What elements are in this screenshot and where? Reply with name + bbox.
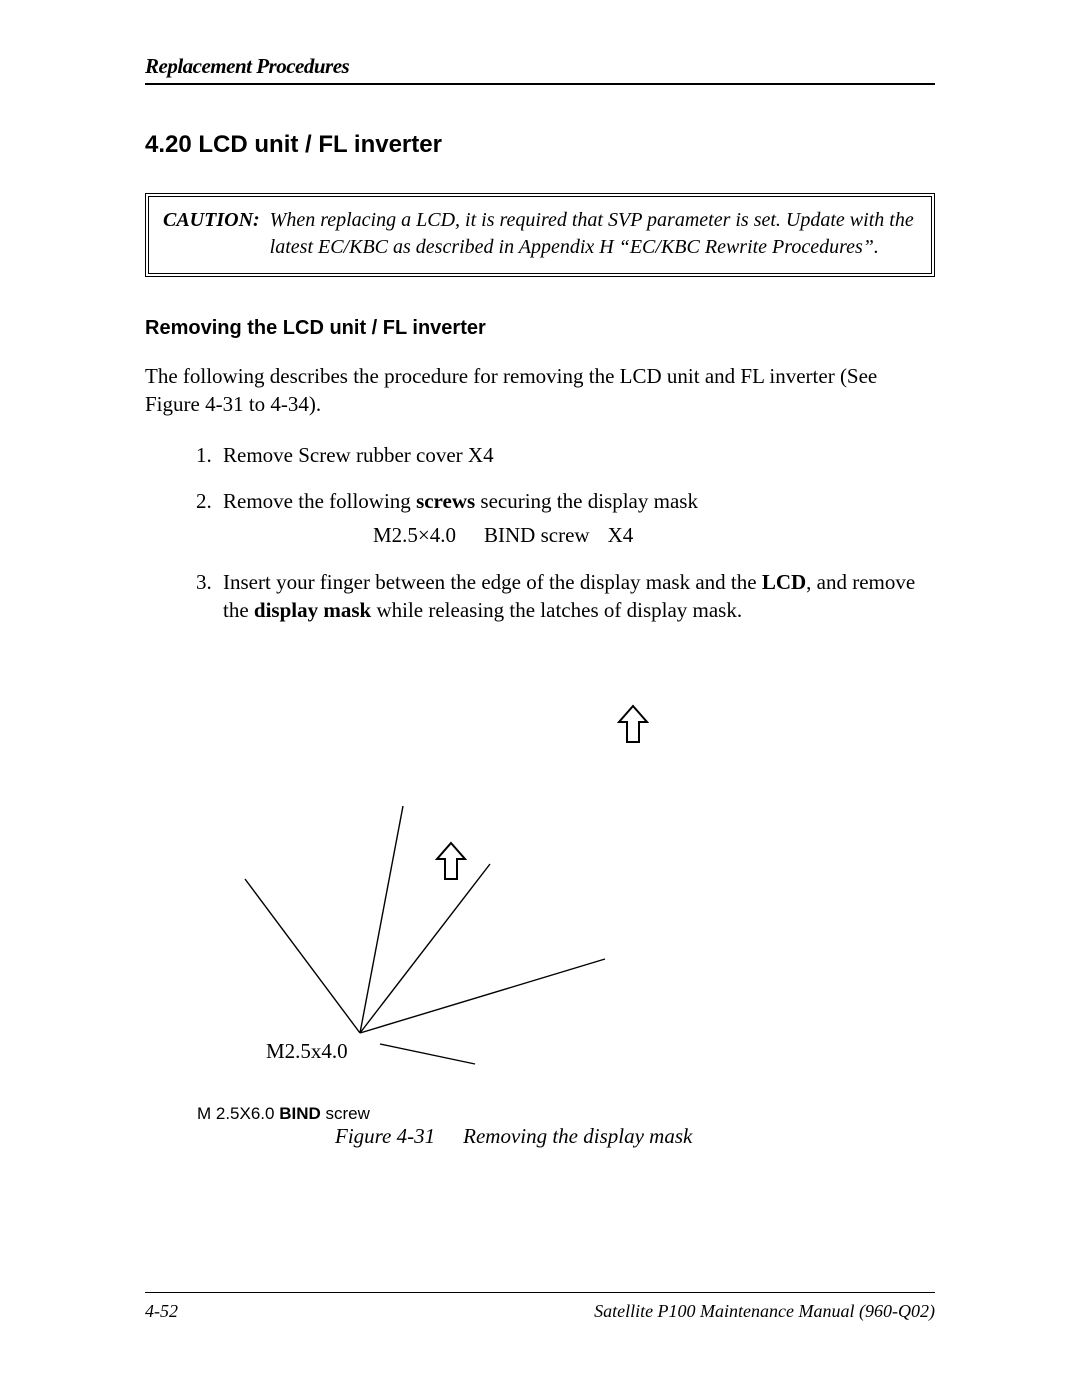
intro-paragraph: The following describes the procedure fo… [145,362,935,419]
figure-label-bind-screw: M 2.5X6.0 BIND screw [197,1104,370,1124]
screw-spec-a: M2.5×4.0 [373,523,456,547]
page-content: Replacement Procedures 4.20 LCD unit / F… [145,54,935,1164]
page-footer: 4-52 Satellite P100 Maintenance Manual (… [145,1292,935,1322]
section-heading: 4.20 LCD unit / FL inverter [145,131,935,159]
step-3-pre: Insert your finger between the edge of t… [223,570,762,594]
figure-lines [145,664,935,1164]
bind-post: screw [321,1104,370,1123]
step-3-post: while releasing the latches of display m… [371,598,742,622]
step-3: Insert your finger between the edge of t… [217,568,935,625]
screw-spec-c: X4 [608,523,634,547]
step-1: Remove Screw rubber cover X4 [217,441,935,469]
step-2: Remove the following screws securing the… [217,487,935,550]
page-header-title: Replacement Procedures [145,54,935,79]
footer-manual-title: Satellite P100 Maintenance Manual (960-Q… [594,1301,935,1322]
figure-caption-title: Removing the display mask [463,1124,692,1148]
header-rule: Replacement Procedures [145,54,935,85]
step-2-bold: screws [416,489,475,513]
step-3-mask: display mask [254,598,371,622]
figure-caption-number: Figure 4-31 [335,1124,435,1148]
caution-inner: CAUTION: When replacing a LCD, it is req… [163,207,917,261]
step-2-pre: Remove the following [223,489,416,513]
figure-4-31: M2.5x4.0 M 2.5X6.0 BIND screw Figure 4-3… [145,664,935,1164]
caution-label: CAUTION: [163,207,270,261]
subsection-heading: Removing the LCD unit / FL inverter [145,317,935,340]
screw-spec-b: BIND screw [484,523,590,547]
figure-label-m25x40: M2.5x4.0 [266,1039,348,1064]
up-arrow-icon [435,841,467,881]
screw-spec: M2.5×4.0 BIND screw X4 [373,521,935,549]
footer-page-number: 4-52 [145,1301,178,1322]
step-3-lcd: LCD [762,570,806,594]
step-2-post: securing the display mask [475,489,698,513]
caution-text: When replacing a LCD, it is required tha… [270,207,917,261]
caution-box: CAUTION: When replacing a LCD, it is req… [145,193,935,277]
bind-bold: BIND [279,1104,321,1123]
figure-caption: Figure 4-31 Removing the display mask [335,1124,692,1149]
procedure-list: Remove Screw rubber cover X4 Remove the … [145,441,935,625]
step-1-text: Remove Screw rubber cover X4 [223,443,494,467]
up-arrow-icon [617,704,649,744]
bind-pre: M 2.5X6.0 [197,1104,279,1123]
